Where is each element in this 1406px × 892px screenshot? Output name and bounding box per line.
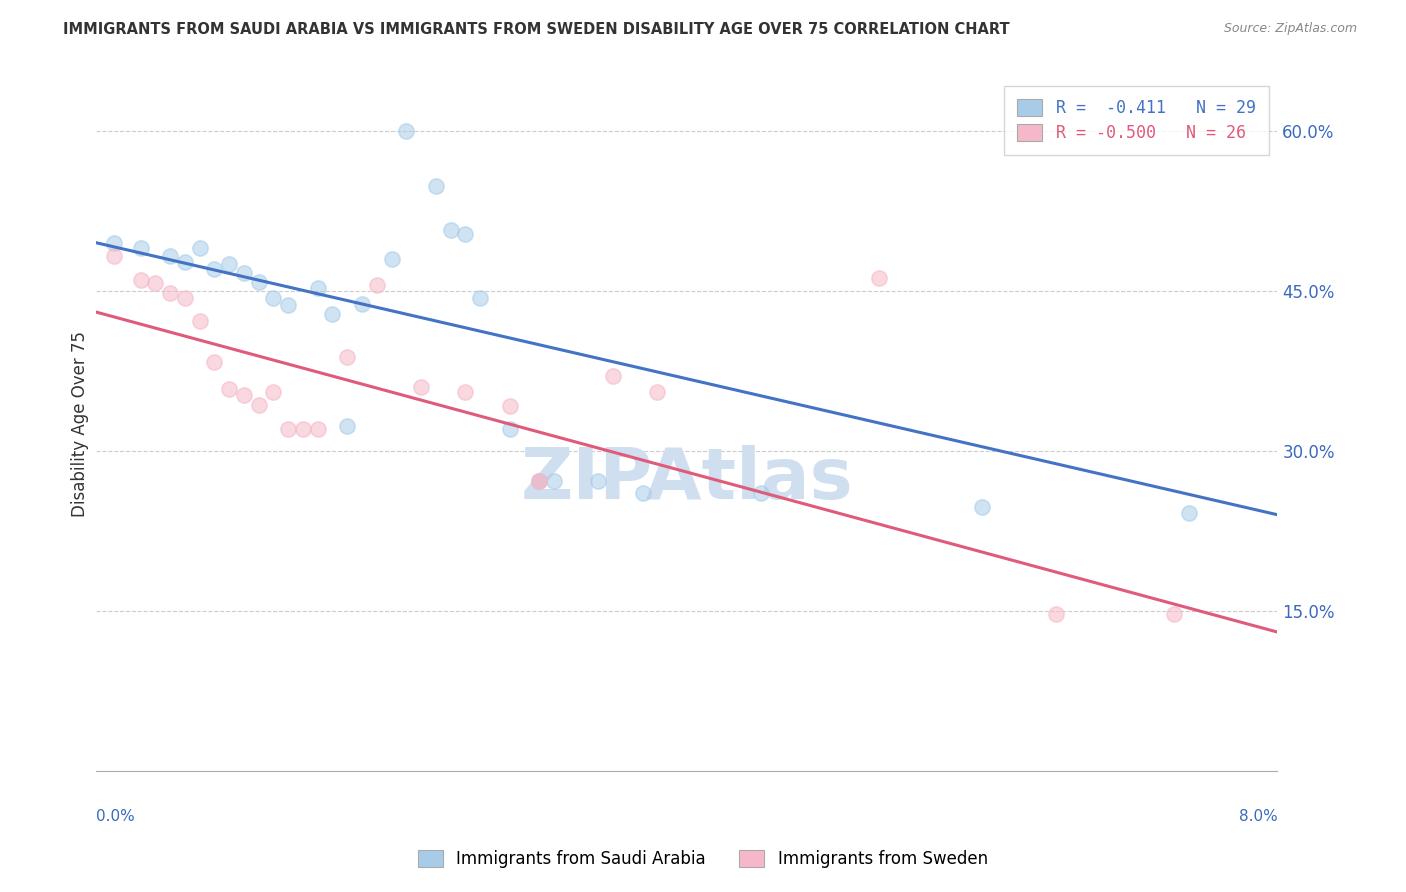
Point [425, 179, 447, 194]
Point [218, 382, 240, 396]
Legend: Immigrants from Saudi Arabia, Immigrants from Sweden: Immigrants from Saudi Arabia, Immigrants… [412, 843, 994, 875]
Point [527, 474, 550, 488]
Point [307, 280, 329, 294]
Point [103, 235, 125, 250]
Point [173, 291, 195, 305]
Point [277, 422, 299, 436]
Point [129, 273, 152, 287]
Point [395, 124, 418, 138]
Point [188, 313, 211, 327]
Point [159, 248, 181, 262]
Point [498, 399, 520, 413]
Y-axis label: Disability Age Over 75: Disability Age Over 75 [72, 331, 89, 517]
Point [188, 241, 211, 255]
Point [262, 385, 284, 400]
Point [527, 474, 550, 488]
Text: 8.0%: 8.0% [1239, 809, 1278, 824]
Point [366, 278, 388, 293]
Point [307, 422, 329, 436]
Point [498, 422, 520, 436]
Text: Source: ZipAtlas.com: Source: ZipAtlas.com [1223, 22, 1357, 36]
Point [202, 262, 225, 277]
Point [129, 241, 152, 255]
Point [173, 255, 195, 269]
Text: ZIPAtlas: ZIPAtlas [520, 445, 853, 514]
Point [439, 223, 461, 237]
Point [645, 385, 668, 400]
Point [380, 252, 402, 266]
Point [631, 486, 654, 500]
Point [291, 422, 314, 436]
Point [350, 296, 373, 310]
Point [868, 271, 890, 285]
Point [454, 227, 477, 242]
Point [247, 275, 270, 289]
Text: IMMIGRANTS FROM SAUDI ARABIA VS IMMIGRANTS FROM SWEDEN DISABILITY AGE OVER 75 CO: IMMIGRANTS FROM SAUDI ARABIA VS IMMIGRAN… [63, 22, 1010, 37]
Point [972, 500, 994, 515]
Point [232, 388, 254, 402]
Point [159, 285, 181, 300]
Point [202, 355, 225, 369]
Point [543, 474, 565, 488]
Text: 0.0%: 0.0% [96, 809, 135, 824]
Point [277, 297, 299, 311]
Point [336, 419, 359, 434]
Point [232, 266, 254, 280]
Point [103, 248, 125, 262]
Point [218, 257, 240, 271]
Point [143, 277, 166, 291]
Point [336, 350, 359, 364]
Point [409, 380, 432, 394]
Point [1045, 607, 1067, 621]
Point [527, 474, 550, 488]
Point [454, 385, 477, 400]
Point [602, 369, 624, 384]
Legend: R =  -0.411   N = 29, R = -0.500   N = 26: R = -0.411 N = 29, R = -0.500 N = 26 [1004, 86, 1270, 155]
Point [247, 398, 270, 412]
Point [468, 291, 491, 305]
Point [1163, 607, 1185, 621]
Point [586, 474, 609, 488]
Point [262, 291, 284, 305]
Point [1178, 506, 1201, 520]
Point [749, 486, 772, 500]
Point [321, 307, 343, 321]
